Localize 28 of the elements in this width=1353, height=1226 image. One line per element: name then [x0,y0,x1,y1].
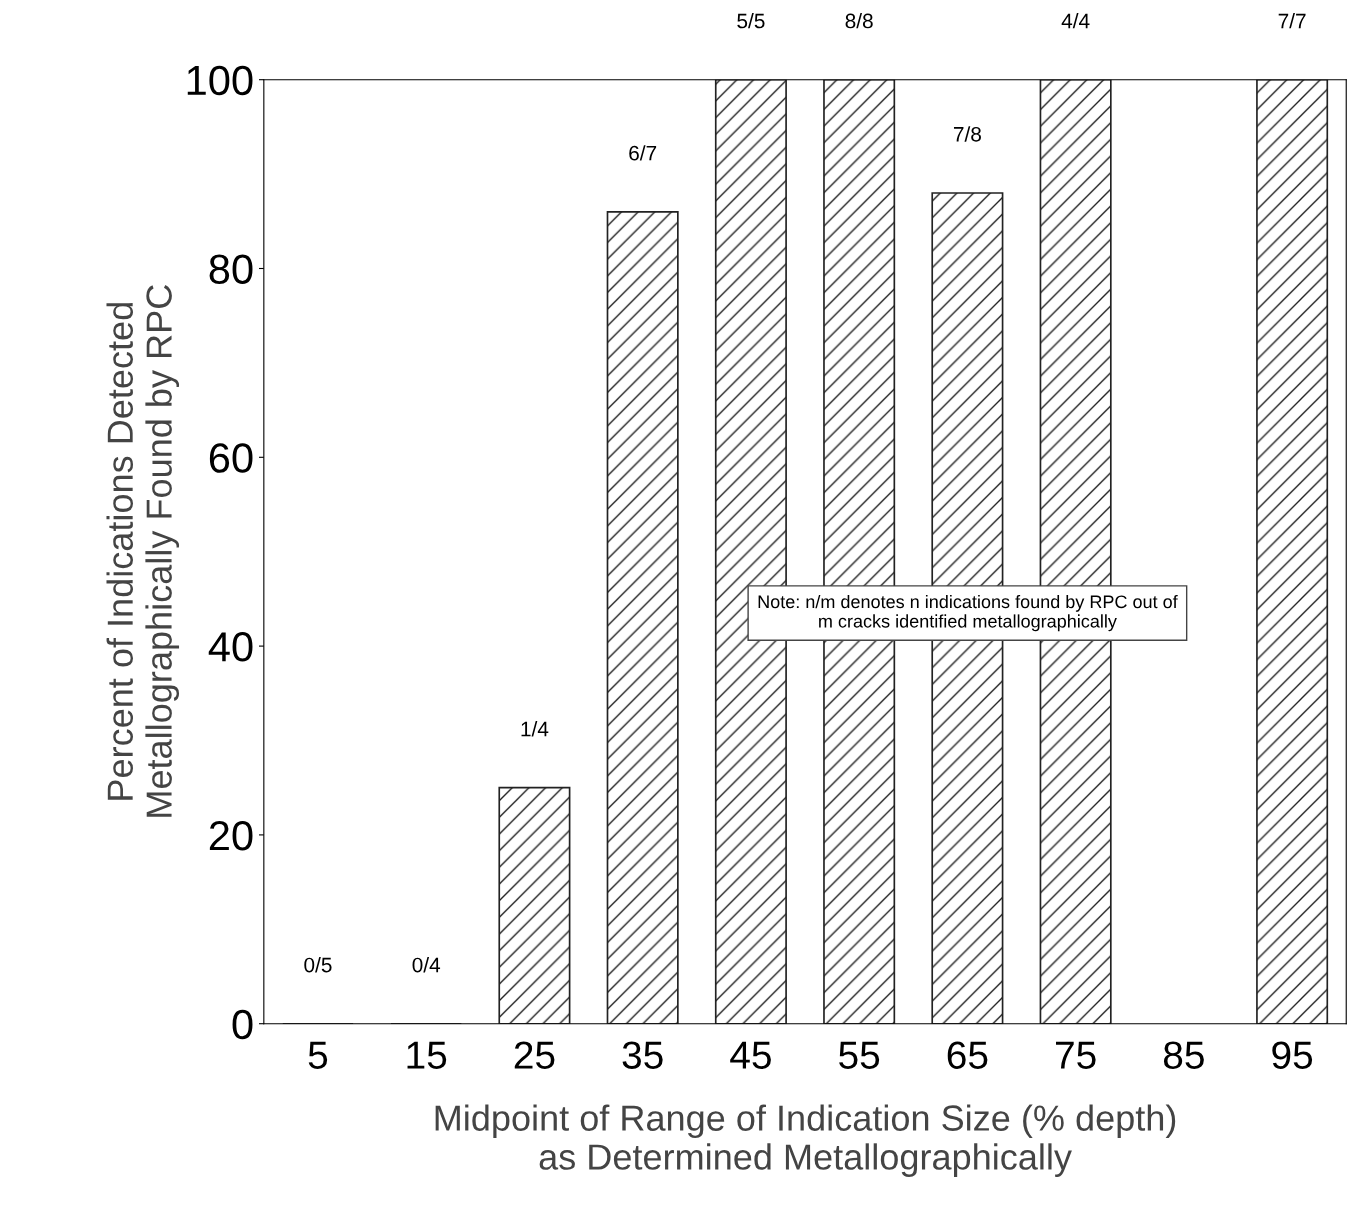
annotation: 7/8 [953,126,981,142]
annotation: 1/4 [521,721,549,737]
annotation: 0/4 [412,957,441,973]
x-tick-label: 65 [947,1041,988,1069]
annotation: 4/4 [1061,13,1090,29]
annotation: 7/7 [1278,13,1306,29]
y-tick-label: 60 [209,443,253,473]
x-tick-label: 15 [407,1041,447,1069]
y-tick-label: 100 [187,65,253,96]
annotation: 0/5 [304,957,332,973]
x-tick-label: 5 [308,1041,328,1069]
x-tick-label: 95 [1272,1041,1313,1069]
y-tick-label: 0 [232,1009,253,1040]
y-tick-label: 40 [208,632,253,662]
x-tick-label: 25 [514,1041,555,1069]
x-tick-label: 75 [1056,1041,1096,1069]
annotation: 6/7 [629,145,657,161]
y-tick-label: 80 [209,254,253,284]
x-tick-label: 85 [1163,1041,1204,1069]
x-tick-label: 45 [730,1041,771,1069]
x-tick-label: 55 [839,1041,880,1069]
x-axis-title: Midpoint of Range of Indication Size (% depth) as Determined Metallographically [435,1104,1176,1177]
annotation: Note: n/m denotes n indications found by RPC out of m cracks identified metallographically [758,594,1178,632]
y-tick-label: 20 [209,820,253,851]
x-tick-label: 35 [622,1041,663,1069]
annotation: 8/8 [845,13,873,29]
annotation: 5/5 [737,13,765,29]
y-axis-title: Percent of Indications Detected Metallographically Found by RPC [106,285,180,817]
